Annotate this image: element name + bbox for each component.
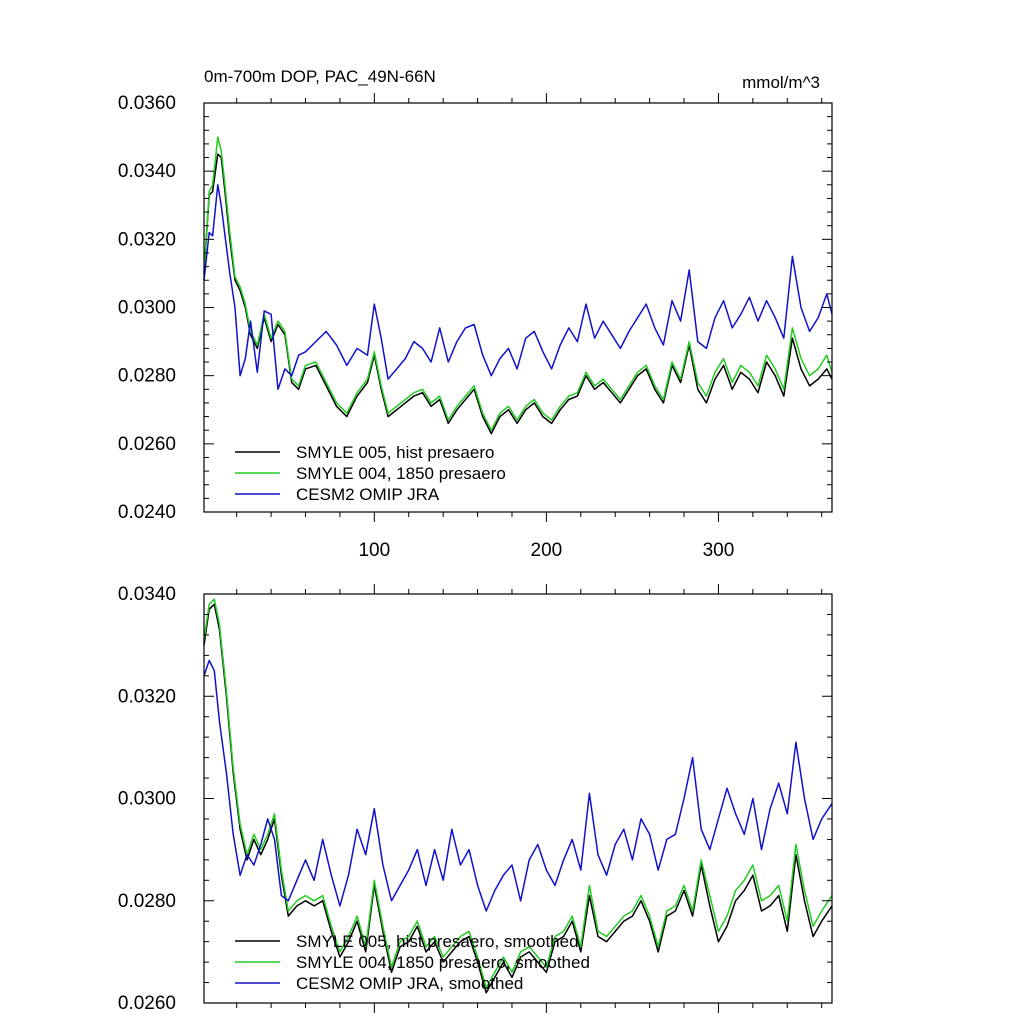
top-ytick-label: 0.0240: [118, 502, 176, 523]
top-panel-title: 0m-700m DOP, PAC_49N-66N: [204, 67, 436, 86]
top-ytick-label: 0.0340: [118, 161, 176, 182]
bottom-series-line-1: [203, 598, 833, 989]
bottom-legend-label-cesm2-omip: CESM2 OMIP JRA, smoothed: [296, 974, 523, 993]
bottom-legend-label-smyle-005: SMYLE 005, hist presaero, smoothed: [296, 932, 579, 951]
top-panel-series: [203, 136, 833, 435]
top-legend-label-smyle-004: SMYLE 004, 1850 presaero: [296, 464, 506, 483]
top-xtick-label: 100: [358, 540, 390, 561]
top-panel-legend: SMYLE 005, hist presaero SMYLE 004, 1850…: [235, 443, 506, 504]
top-series-line-0: [203, 153, 833, 435]
top-ytick-label: 0.0280: [118, 366, 176, 387]
top-series-line-1: [203, 136, 833, 431]
bottom-ytick-label: 0.0340: [118, 584, 176, 605]
bottom-series-line-2: [203, 659, 833, 912]
top-legend-label-smyle-005: SMYLE 005, hist presaero: [296, 443, 494, 462]
bottom-ytick-label: 0.0260: [118, 993, 176, 1014]
bottom-legend-label-smyle-004: SMYLE 004, 1850 presaero, smoothed: [296, 953, 590, 972]
top-xtick-label: 300: [703, 540, 735, 561]
bottom-panel: 0.0260 0.0280 0.0300 0.0320 0.0340 SMYLE 005…: [118, 584, 833, 1014]
bottom-panel-axes: 0.0260 0.0280 0.0300 0.0320 0.0340: [118, 584, 833, 1014]
bottom-panel-legend: SMYLE 005, hist presaero, smoothed SMYLE…: [235, 932, 590, 993]
top-ytick-label: 0.0260: [118, 434, 176, 455]
top-legend-label-cesm2-omip: CESM2 OMIP JRA: [296, 485, 440, 504]
bottom-series-line-0: [203, 603, 833, 994]
bottom-ytick-label: 0.0320: [118, 686, 176, 707]
top-ytick-label: 0.0300: [118, 298, 176, 319]
top-ytick-label: 0.0320: [118, 229, 176, 250]
top-series-line-2: [203, 184, 833, 391]
top-xtick-label: 200: [531, 540, 563, 561]
top-panel-axes: 0.0240 0.0260 0.0280 0.0300 0.0320 0.0340 0.03…: [118, 93, 833, 561]
bottom-panel-series: [203, 598, 833, 994]
top-ytick-label: 0.0360: [118, 93, 176, 114]
top-panel-units: mmol/m^3: [742, 73, 820, 92]
bottom-ytick-label: 0.0300: [118, 789, 176, 810]
top-panel: 0m-700m DOP, PAC_49N-66N mmol/m^3 0.0240…: [118, 67, 833, 561]
bottom-ytick-label: 0.0280: [118, 891, 176, 912]
